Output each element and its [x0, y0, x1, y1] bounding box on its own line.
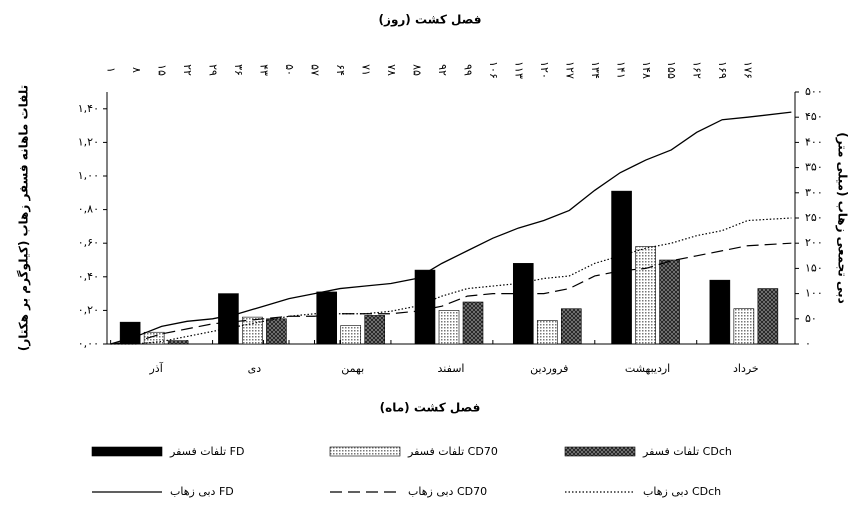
x-tick-label: ۱۷۶	[742, 61, 755, 79]
legend-label: تلفات فسفر CDch	[642, 445, 732, 458]
y2-tick-label: ۴۵۰	[805, 110, 823, 123]
x-tick-label: ۴۳	[258, 64, 271, 76]
x-tick-label: ۱۵	[156, 64, 169, 76]
y2-tick-label: ۳۰۰	[805, 186, 823, 199]
x-tick-label: ۱	[105, 67, 118, 73]
bar	[709, 279, 731, 345]
legend-label: دبی زهاب CDch	[643, 485, 721, 498]
legend-swatch	[564, 446, 636, 457]
bar	[167, 340, 189, 345]
bar	[143, 331, 165, 345]
y-tick-label: ۱,۰۰	[78, 169, 99, 182]
y2-tick-label: ۲۵۰	[805, 211, 823, 224]
legend-label: دبی زهاب CD70	[408, 485, 487, 498]
y-tick-label: ۰,۰۰	[78, 337, 99, 350]
x-tick-label: ۵۰	[283, 64, 296, 76]
x-tick-label: ۹۲	[436, 64, 449, 76]
y2-tick-label: ۱۵۰	[805, 261, 823, 274]
x-tick-label: ۶۴	[334, 64, 347, 76]
bar	[119, 321, 141, 345]
legend-label: تلفات فسفر FD	[169, 445, 244, 458]
bar	[635, 246, 656, 345]
bar	[512, 263, 534, 345]
bar	[316, 291, 338, 345]
y2-tick-label: ۵۰۰	[805, 85, 823, 98]
x-tick-label: ۲۹	[207, 64, 220, 76]
x-tick-label: ۱۵۵	[665, 61, 678, 79]
x-tick-label: خرداد	[733, 362, 759, 375]
x-tick-label: ۵۷	[308, 64, 321, 76]
y-axis-title: تلفات ماهانه فسفر زهاب (کیلوگرم بر هکتار…	[17, 85, 32, 351]
x-axis-title: فصل کشت (ماه)	[380, 401, 481, 415]
x-tick-label: ۱۶۲	[691, 61, 704, 79]
y2-tick-label: ۱۰۰	[805, 287, 823, 300]
x-tick-label: ۷۱	[359, 64, 372, 76]
bar	[560, 308, 582, 345]
line	[110, 217, 792, 345]
x-tick-label: دی	[248, 362, 262, 375]
y2-axis-title: دبی تجمعی زهاب (میلی متر)	[836, 132, 850, 304]
y-tick-label: ۰,۶۰	[78, 236, 99, 249]
chart-title: فصل کشت (روز)	[379, 13, 482, 28]
legend-swatch	[91, 446, 163, 457]
x-tick-label: فروردین	[530, 362, 568, 375]
bar	[757, 288, 779, 345]
y2-tick-label: ۴۰۰	[805, 135, 823, 148]
x-tick-label: اسفند	[438, 362, 465, 375]
y2-tick-label: ۵۰	[805, 312, 817, 325]
bar	[340, 325, 362, 345]
bar	[266, 318, 287, 345]
x-tick-label: ۱۲۰	[538, 61, 551, 79]
x-tick-label: ۷۸	[385, 64, 398, 76]
bar	[438, 310, 460, 345]
line	[110, 242, 792, 345]
bar	[218, 293, 239, 345]
y-tick-label: ۱,۲۰	[78, 135, 99, 148]
x-tick-label: ۱۱۳	[512, 61, 525, 79]
x-tick-label: ۱۴۸	[640, 61, 653, 79]
x-tick-label: ۱۶۹	[716, 61, 729, 79]
y2-tick-label: ۰	[805, 337, 811, 350]
legend-label: تلفات فسفر CD70	[407, 445, 498, 458]
x-tick-label: ۲۲	[181, 64, 194, 76]
legend-label: دبی زهاب FD	[170, 485, 234, 498]
x-tick-label: اردیبهشت	[625, 362, 670, 375]
x-tick-label: ۱۲۷	[563, 61, 576, 79]
y2-tick-label: ۲۰۰	[805, 236, 823, 249]
x-tick-label: ۸	[130, 67, 143, 73]
bar	[364, 315, 386, 345]
x-tick-label: بهمن	[341, 362, 364, 375]
bar	[733, 308, 755, 345]
bar	[611, 190, 632, 345]
bar	[536, 320, 558, 345]
y-tick-label: ۱,۴۰	[78, 102, 99, 115]
bar	[242, 316, 263, 345]
x-tick-label: ۱۰۶	[487, 61, 500, 79]
bar	[414, 269, 436, 345]
y-tick-label: ۰,۴۰	[78, 270, 99, 283]
x-tick-label: ۸۵	[410, 64, 423, 76]
bar	[462, 301, 484, 345]
y-tick-label: ۰,۸۰	[78, 203, 99, 216]
y2-tick-label: ۳۵۰	[805, 161, 823, 174]
y-tick-label: ۰,۲۰	[78, 303, 99, 316]
legend-swatch	[329, 446, 401, 457]
line	[110, 111, 792, 345]
x-tick-label: ۹۹	[461, 64, 474, 76]
x-tick-label: ۳۶	[232, 64, 245, 76]
x-tick-label: ۱۳۴	[589, 61, 602, 79]
x-tick-label: آذر	[149, 361, 164, 375]
x-tick-label: ۱۴۱	[614, 61, 627, 79]
bar	[659, 259, 680, 345]
